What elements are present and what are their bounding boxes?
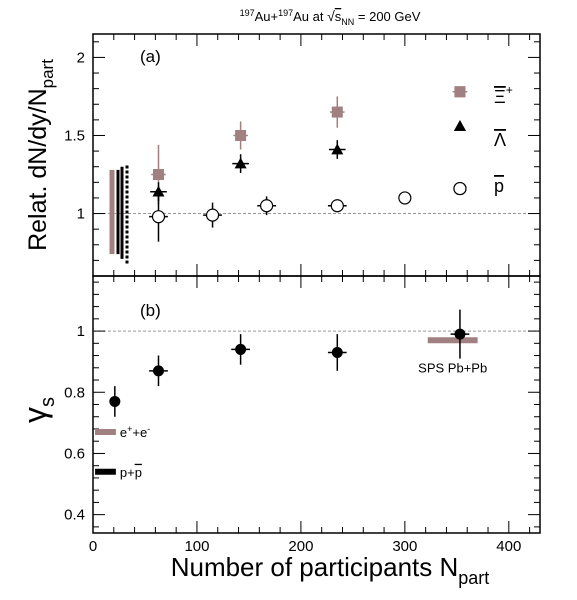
gamma-s-data-point [235, 344, 246, 355]
lambda-data-point [454, 120, 466, 131]
xi-data-point [332, 107, 343, 118]
antiproton-data-point [152, 211, 164, 223]
panel-a-data-marks [112, 86, 467, 263]
sps-pbpb-label: SPS Pb+Pb [418, 360, 487, 375]
xtick-label-400: 400 [496, 538, 521, 555]
xi-data-point [454, 86, 465, 97]
antiproton-data-point [207, 209, 219, 221]
gamma-s-data-point [454, 329, 465, 340]
xi-data-point [153, 169, 164, 180]
antiproton-data-point [399, 192, 411, 204]
antiproton-data-point [454, 183, 466, 195]
panel-b-y-axis-label: γs [17, 397, 59, 423]
panel-b-data-marks [95, 310, 478, 472]
legend-xi-label: Ξ+ [494, 83, 513, 107]
panel-b-ytick-label-1: 1 [77, 323, 85, 340]
panel-a-y-axis-label: Relat. dN/dy/Npart [24, 59, 57, 251]
panel-b-label: (b) [140, 301, 161, 320]
panel-a-ytick-label-2: 2 [77, 49, 85, 66]
gamma-s-data-point [153, 365, 164, 376]
xi-data-point [235, 130, 246, 141]
panel-b-ytick-label-0.8: 0.8 [64, 384, 85, 401]
gamma-s-data-point [109, 396, 120, 407]
gamma-s-data-point [332, 347, 343, 358]
xtick-label-0: 0 [89, 538, 97, 555]
legend-antiproton-label: p [494, 176, 504, 196]
panel-a-ticks [93, 34, 540, 276]
panel-a-label: (a) [140, 47, 161, 66]
panel-a-frame [93, 34, 540, 276]
panel-a-ytick-label-1: 1 [77, 206, 85, 223]
ee-band-label: e++e- [120, 424, 150, 440]
antiproton-data-point [331, 200, 343, 212]
panel-b-ytick-label-0.6: 0.6 [64, 445, 85, 462]
panel-b-ytick-label-0.4: 0.4 [64, 507, 85, 524]
antiproton-data-point [261, 200, 273, 212]
legend-lambda-label: Λ [494, 130, 506, 150]
ppbar-band-label: p+p [120, 465, 142, 480]
panel-a-ytick-label-1.5: 1.5 [64, 127, 85, 144]
x-axis-label: Number of participants Npart [171, 552, 490, 588]
chart-title: 197Au+197Au at √sNN = 200 GeV [240, 8, 421, 27]
